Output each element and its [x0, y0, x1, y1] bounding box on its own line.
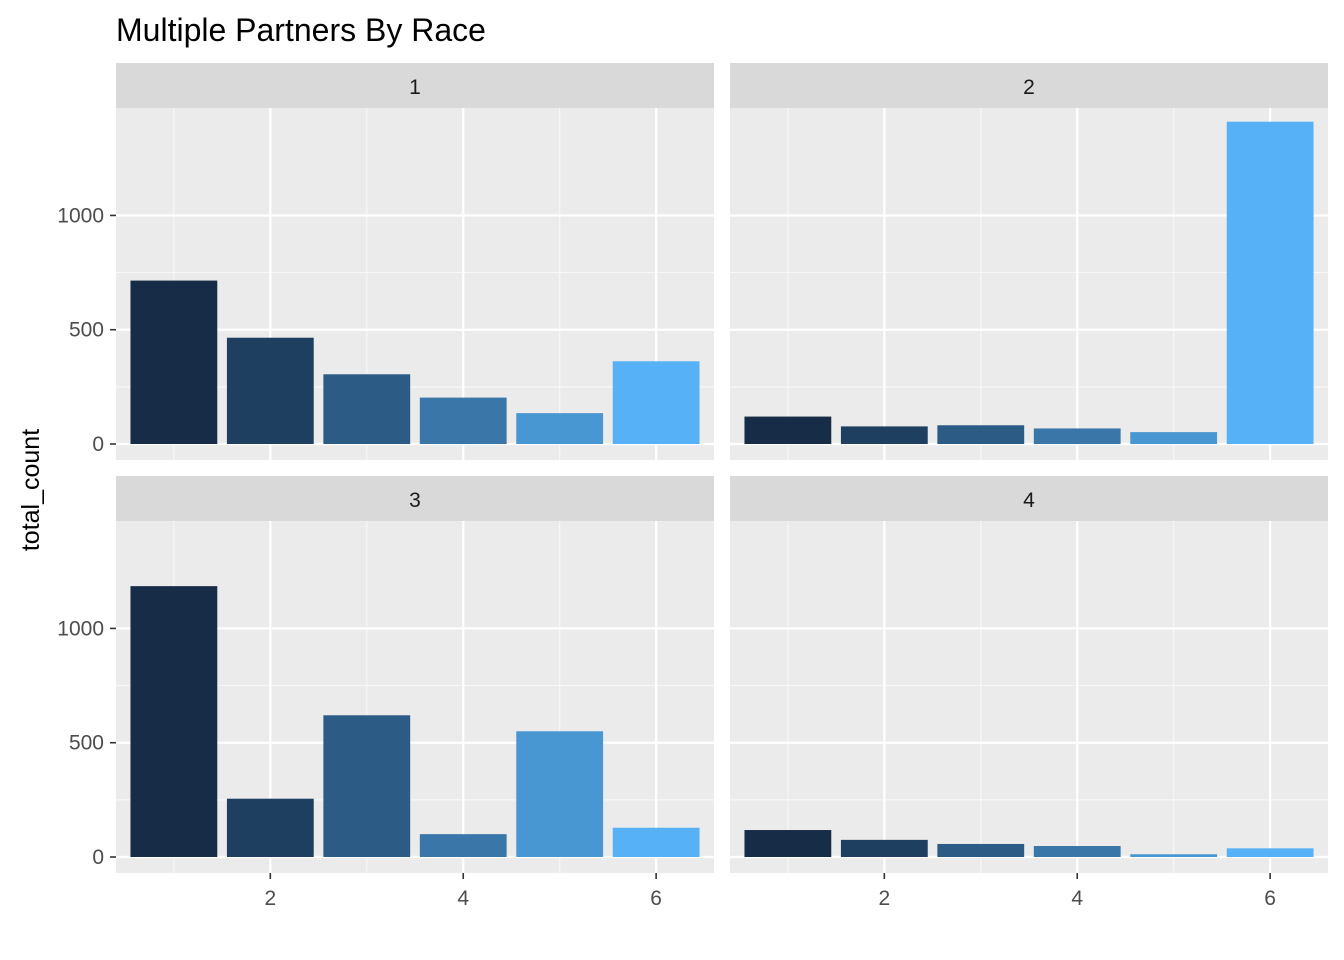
facet-strip-label: 4: [1023, 489, 1035, 512]
bar-1-1: [130, 280, 218, 444]
x-tick-label: 2: [264, 887, 276, 910]
facet-strip-label: 2: [1023, 76, 1035, 99]
bar-3-5: [516, 731, 604, 857]
bar-2-1: [744, 416, 832, 444]
bar-3-3: [323, 715, 411, 857]
facet-strip-label: 1: [409, 76, 421, 99]
bar-1-6: [612, 361, 700, 444]
y-tick-label: 1000: [57, 617, 104, 640]
bar-3-1: [130, 586, 218, 857]
panel-4: 4 2 4 6: [730, 476, 1328, 910]
bar-4-4: [1033, 846, 1121, 857]
bar-2-2: [840, 426, 928, 444]
bar-3-4: [419, 834, 507, 857]
bar-4-1: [744, 830, 832, 857]
y-tick-label: 500: [69, 319, 104, 342]
panel-background: [730, 521, 1328, 873]
bar-1-3: [323, 374, 411, 444]
x-tick-label: 4: [1071, 887, 1083, 910]
facet-strip: [116, 63, 714, 108]
bar-2-5: [1130, 432, 1218, 444]
y-tick-label: 500: [69, 732, 104, 755]
bar-3-6: [612, 827, 700, 857]
bar-4-2: [840, 839, 928, 857]
bar-2-3: [937, 425, 1025, 444]
bar-2-6: [1226, 121, 1314, 444]
facet-strip: [730, 63, 1328, 108]
facet-strip: [730, 476, 1328, 521]
facet-strip-label: 3: [409, 489, 421, 512]
x-tick-label: 4: [457, 887, 469, 910]
chart-title: Multiple Partners By Race: [116, 12, 486, 48]
panels-group: 1 0 500 1000 2 3 0 500 1000 2 4 6 4 2 4 6: [57, 63, 1328, 910]
bar-3-2: [226, 798, 314, 857]
bar-4-3: [937, 843, 1025, 857]
bar-1-4: [419, 397, 507, 444]
facet-strip: [116, 476, 714, 521]
y-tick-label: 1000: [57, 204, 104, 227]
y-tick-label: 0: [92, 846, 104, 869]
x-tick-label: 6: [1264, 887, 1276, 910]
panel-2: 2: [730, 63, 1328, 460]
bar-2-4: [1033, 428, 1121, 444]
bar-1-2: [226, 337, 314, 444]
y-tick-label: 0: [92, 433, 104, 456]
y-axis-title: total_count: [17, 429, 45, 551]
panel-1: 1 0 500 1000: [57, 63, 714, 460]
panel-3: 3 0 500 1000 2 4 6: [57, 476, 714, 910]
x-tick-label: 2: [878, 887, 890, 910]
bar-1-5: [516, 413, 604, 444]
bar-4-6: [1226, 848, 1314, 857]
bar-4-5: [1130, 854, 1218, 857]
x-tick-label: 6: [650, 887, 662, 910]
